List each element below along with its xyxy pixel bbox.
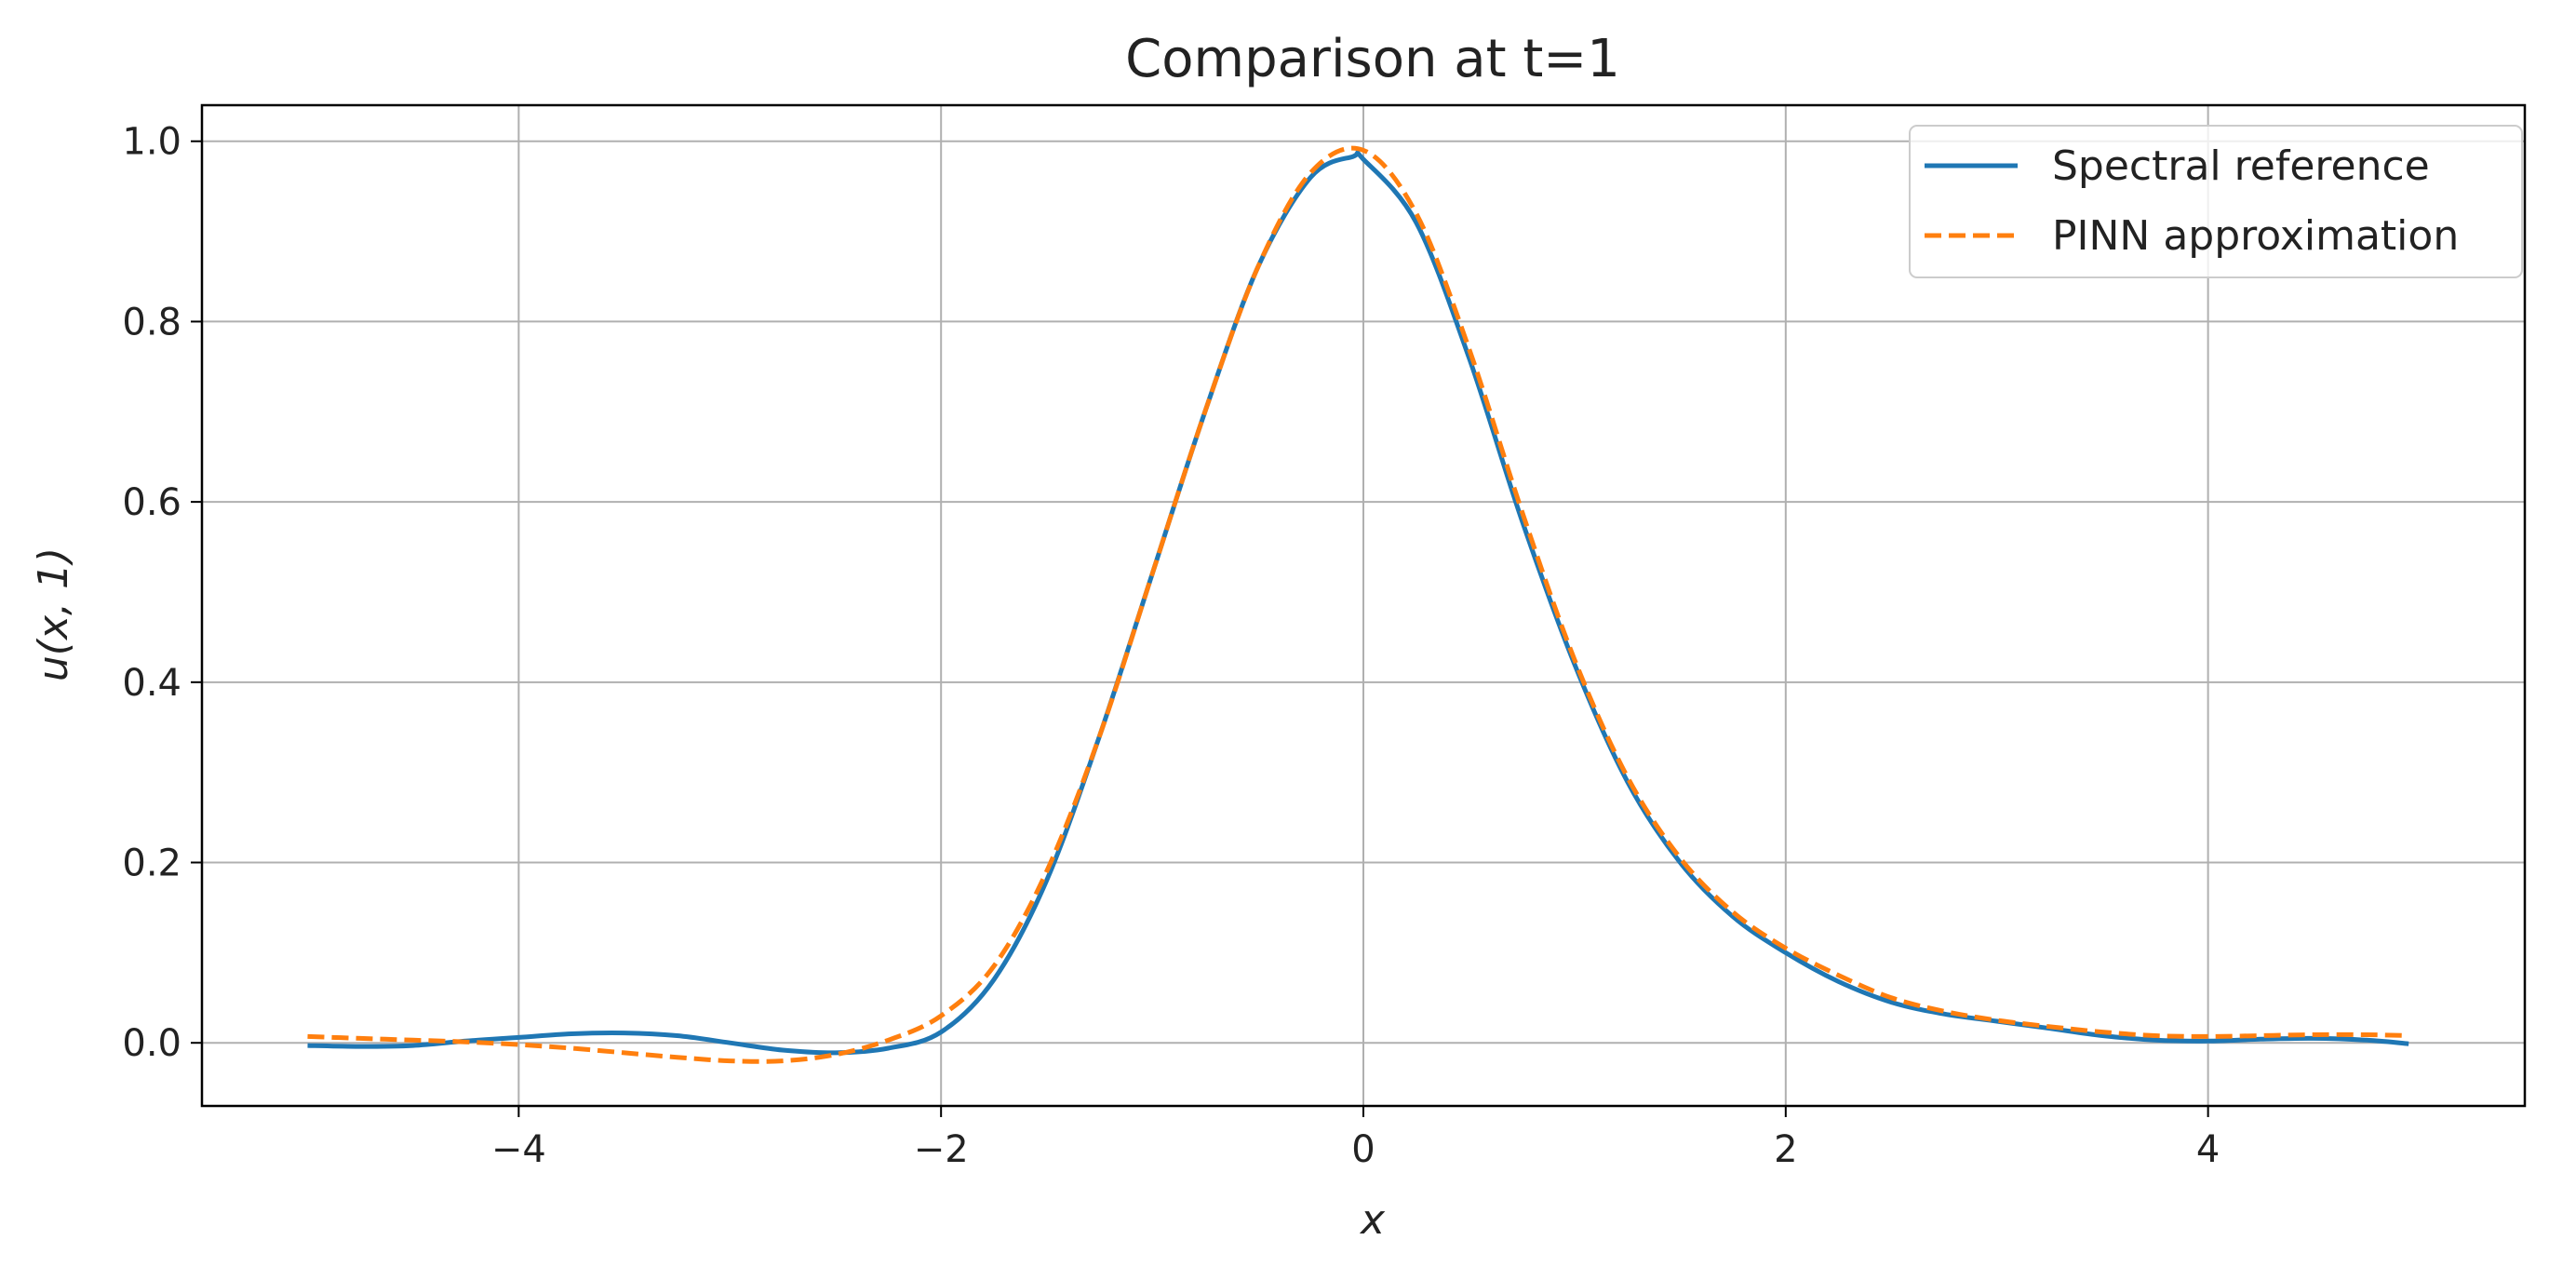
legend-label-pinn-approximation: PINN approximation — [2052, 212, 2459, 260]
x-tick-label: 0 — [1351, 1128, 1375, 1171]
y-tick-label: 0.4 — [122, 662, 181, 705]
y-tick-label: 0.2 — [122, 842, 181, 885]
x-tick-label: 4 — [2196, 1128, 2220, 1171]
y-tick-label: 1.0 — [122, 121, 181, 164]
x-axis-label: x — [1359, 1196, 1386, 1244]
x-tick-label: −4 — [491, 1128, 546, 1171]
x-tick-label: −2 — [914, 1128, 969, 1171]
axis-ticks: −4 −2 0 2 4 0.0 0.2 0.4 0.6 0.8 1.0 — [122, 121, 2220, 1171]
series-lines — [307, 145, 2409, 1064]
x-tick-label: 2 — [1774, 1128, 1797, 1171]
legend: Spectral reference PINN approximation — [1909, 125, 2523, 278]
legend-label-spectral-reference: Spectral reference — [2052, 142, 2430, 190]
series-line-pinn-approximation — [307, 145, 2409, 1064]
y-tick-label: 0.0 — [122, 1022, 181, 1065]
chart-title: Comparison at t=1 — [1125, 29, 1620, 89]
y-tick-label: 0.6 — [122, 481, 181, 524]
legend-box — [1909, 125, 2523, 278]
y-tick-label: 0.8 — [122, 301, 181, 344]
y-axis-label: u(x, 1) — [30, 547, 77, 681]
